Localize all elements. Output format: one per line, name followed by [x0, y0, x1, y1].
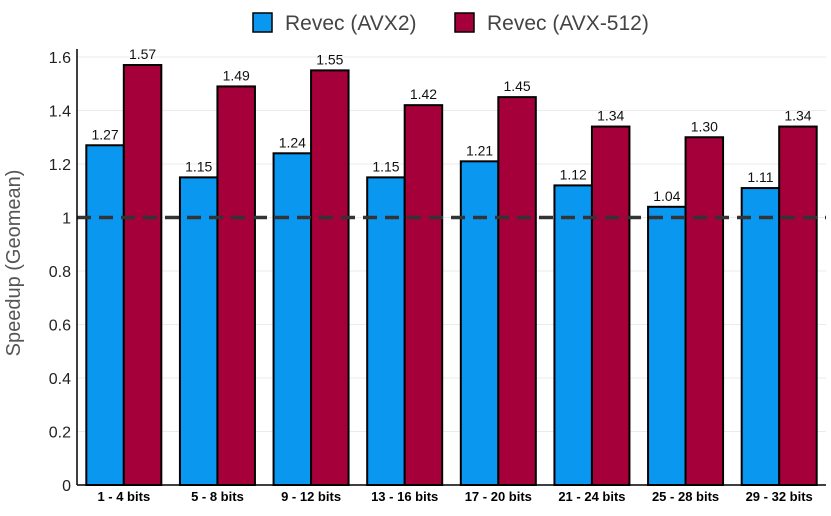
data-label: 1.57 [129, 46, 156, 62]
bar [403, 104, 444, 487]
data-label: 1.42 [410, 86, 437, 102]
legend: Revec (AVX2) Revec (AVX-512) [252, 12, 649, 35]
bar [178, 176, 219, 486]
y-tick-label: 0 [62, 478, 71, 495]
y-tick-label: 0.4 [49, 371, 71, 388]
y-tick-label: 1 [62, 211, 71, 228]
bar [553, 184, 593, 486]
y-tick-label: 1.6 [49, 50, 71, 67]
x-tick-label: 29 - 32 bits [746, 489, 813, 504]
data-label: 1.21 [466, 142, 493, 158]
bar [122, 64, 163, 487]
data-label: 1.15 [372, 158, 399, 174]
y-tick-label: 0.6 [49, 318, 71, 335]
bar [497, 96, 537, 486]
y-tick-label: 0.8 [49, 264, 71, 281]
bar [778, 125, 818, 487]
data-label: 1.04 [653, 188, 680, 204]
data-label: 1.30 [691, 118, 718, 134]
bar [590, 125, 631, 487]
x-tick-label: 1 - 4 bits [97, 489, 150, 504]
data-label: 1.45 [503, 78, 530, 94]
bar [647, 205, 687, 487]
x-tick-label: 9 - 12 bits [281, 489, 341, 504]
bar [310, 69, 350, 486]
data-label: 1.11 [747, 169, 773, 185]
y-tick-label: 1.4 [49, 104, 71, 121]
bar [272, 152, 313, 487]
data-label: 1.55 [316, 51, 343, 67]
legend-label: Revec (AVX2) [285, 12, 417, 35]
x-tick-label: 5 - 8 bits [191, 489, 244, 504]
y-axis-title: Speedup (Geomean) [3, 170, 25, 357]
bars [85, 64, 818, 487]
data-label: 1.34 [597, 108, 624, 124]
data-label: 1.12 [560, 166, 587, 182]
y-tick-label: 0.2 [49, 425, 71, 442]
data-label: 1.24 [279, 134, 306, 150]
data-label: 1.27 [91, 126, 118, 142]
x-tick-label: 21 - 24 bits [558, 489, 625, 504]
x-tick-label: 17 - 20 bits [465, 489, 532, 504]
bar [216, 85, 256, 487]
bar [85, 144, 125, 486]
legend-swatch [252, 12, 273, 33]
data-label: 1.49 [223, 67, 250, 83]
legend-swatch [454, 12, 475, 33]
legend-label: Revec (AVX-512) [487, 12, 649, 35]
bar [684, 136, 725, 486]
x-tick-label: 13 - 16 bits [371, 489, 438, 504]
data-label: 1.34 [784, 108, 811, 124]
bar [459, 160, 500, 486]
bar [366, 176, 406, 486]
y-tick-label: 1.2 [49, 157, 71, 174]
bar [740, 187, 781, 486]
data-labels: 1.27 1.57 1.15 1.49 1.24 1.55 1.15 1.42 1.21 1.45… [91, 46, 811, 204]
data-label: 1.15 [185, 158, 212, 174]
axes: Speedup (Geomean) 0 0.2 0.4 0.6 0.8 1 1.2 1.4 1.… [3, 49, 826, 504]
x-tick-label: 25 - 28 bits [652, 489, 719, 504]
